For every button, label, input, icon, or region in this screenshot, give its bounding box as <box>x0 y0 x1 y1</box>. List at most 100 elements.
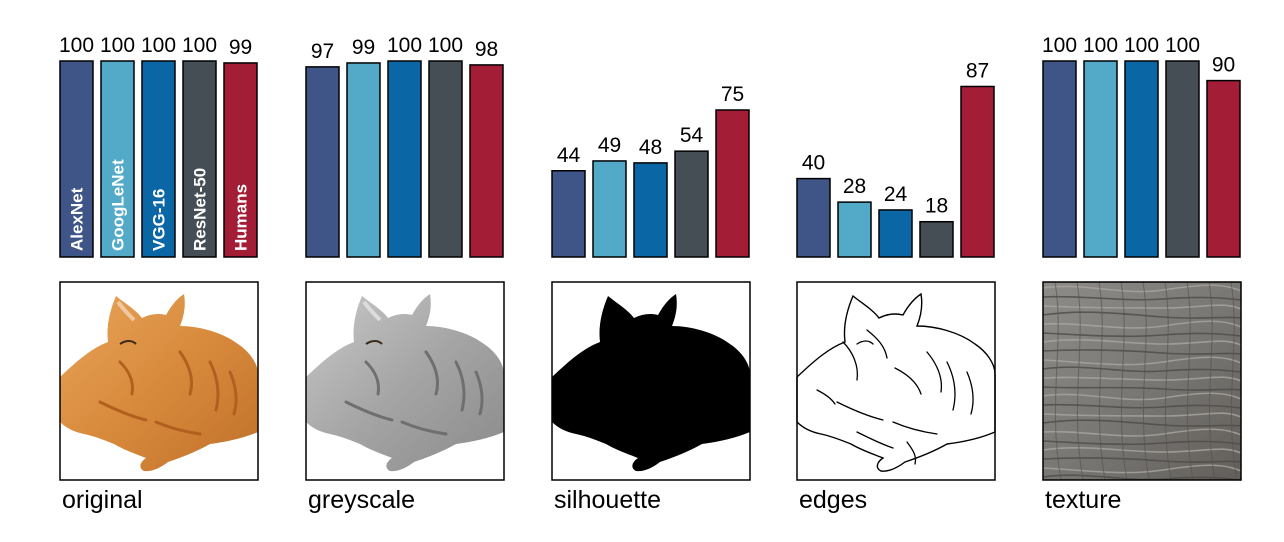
bar-original-resnet-50 <box>182 60 217 258</box>
panel-greyscale: 97 99 100 100 98 greyscale <box>305 34 505 514</box>
bar-texture-vgg-16 <box>1124 60 1159 258</box>
bar-name-googlenet: GoogLeNet <box>109 159 128 251</box>
panel-caption-original: original <box>62 486 143 514</box>
value-label-silhouette-resnet-50: 54 <box>680 124 704 147</box>
value-label-texture-googlenet: 100 <box>1083 34 1118 57</box>
edge-line <box>906 441 917 465</box>
bar-texture-googlenet <box>1083 60 1118 258</box>
panel-caption-silhouette: silhouette <box>554 486 661 514</box>
fur-stripe <box>208 360 220 412</box>
panel-original: 100 AlexNet 100 GoogLeNet 100 VGG-16 100 ResNet… <box>59 34 259 514</box>
skin-wrinkle <box>1042 457 1242 463</box>
bar-name-alexnet: AlexNet <box>68 187 87 251</box>
cat-ear <box>362 300 382 322</box>
skin-wrinkle <box>1042 332 1242 338</box>
value-label-greyscale-alexnet: 97 <box>311 40 334 63</box>
skin-wrinkle <box>1042 464 1242 474</box>
bar-texture-alexnet <box>1042 60 1077 258</box>
bar-texture-resnet-50 <box>1165 60 1200 258</box>
bar-greyscale-humans <box>469 64 504 258</box>
skin-fold <box>1076 281 1084 481</box>
value-label-original-vgg-16: 100 <box>141 34 176 57</box>
edge-line <box>856 431 894 449</box>
bar-name-vgg-16: VGG-16 <box>150 189 169 251</box>
bar-edges-googlenet <box>837 201 872 258</box>
image-cat-greyscale <box>305 281 505 481</box>
value-label-texture-vgg-16: 100 <box>1124 34 1159 57</box>
value-label-greyscale-humans: 98 <box>475 38 498 61</box>
image-frame <box>551 281 751 481</box>
edge-line <box>892 421 938 435</box>
cat-eye <box>365 340 383 345</box>
bar-greyscale-vgg-16 <box>387 60 422 258</box>
value-label-greyscale-vgg-16: 100 <box>387 34 422 57</box>
fur-stripe <box>228 370 238 416</box>
value-label-greyscale-resnet-50: 100 <box>428 34 463 57</box>
bar-silhouette-resnet-50 <box>674 150 709 258</box>
fur-stripe <box>178 350 194 396</box>
skin-wrinkle <box>1042 428 1242 437</box>
image-frame <box>59 281 259 481</box>
skin-wrinkle <box>1042 474 1242 481</box>
skin-wrinkle <box>1042 320 1242 329</box>
cat-ear <box>116 300 136 322</box>
bar-edges-humans <box>960 85 995 258</box>
skin-wrinkle <box>1042 295 1242 301</box>
bar-greyscale-alexnet <box>305 66 340 258</box>
image-frame <box>1042 281 1242 481</box>
skin-wrinkle <box>1042 412 1242 418</box>
fur-stripe <box>344 400 394 422</box>
value-label-texture-resnet-50: 100 <box>1165 34 1200 57</box>
cat-eye <box>119 340 137 345</box>
value-label-original-alexnet: 100 <box>59 34 94 57</box>
panel-texture: 100 100 100 100 90 texture <box>1042 34 1242 514</box>
bar-greyscale-googlenet <box>346 62 381 258</box>
bar-original-vgg-16 <box>141 60 176 258</box>
bar-original-alexnet <box>59 60 94 258</box>
bar-texture-humans <box>1206 79 1241 258</box>
value-label-edges-humans: 87 <box>966 59 989 82</box>
skin-wrinkle <box>1042 419 1242 427</box>
edge-line <box>894 367 922 395</box>
value-label-silhouette-humans: 75 <box>721 83 744 106</box>
skin-fold <box>1142 281 1150 481</box>
fur-stripe <box>400 420 448 436</box>
skin-fold <box>1120 281 1128 481</box>
value-label-silhouette-googlenet: 49 <box>598 134 621 157</box>
bar-silhouette-humans <box>715 109 750 258</box>
bar-name-resnet-50: ResNet-50 <box>191 168 210 251</box>
value-label-silhouette-alexnet: 44 <box>557 144 581 167</box>
skin-fold <box>1098 281 1106 481</box>
edge-line <box>966 371 974 415</box>
value-label-edges-vgg-16: 24 <box>884 183 908 206</box>
panel-edges: 40 28 24 18 87 edges <box>796 59 996 514</box>
value-label-edges-resnet-50: 18 <box>925 195 948 218</box>
skin-wrinkle <box>1042 446 1242 454</box>
bar-original-humans <box>223 62 258 258</box>
skin-fold <box>1186 281 1194 481</box>
fur-stripe <box>98 400 148 422</box>
skin-wrinkle <box>1042 338 1242 346</box>
value-label-texture-humans: 90 <box>1212 54 1235 77</box>
image-background <box>797 282 995 480</box>
value-label-texture-alexnet: 100 <box>1042 34 1077 57</box>
edge-line <box>856 340 874 345</box>
fur-stripe <box>474 370 484 416</box>
skin-wrinkle <box>1042 440 1242 446</box>
skin-fold <box>1164 281 1172 481</box>
fur-stripe <box>454 360 466 412</box>
panel-caption-texture: texture <box>1045 486 1121 514</box>
value-label-edges-alexnet: 40 <box>802 152 825 175</box>
bar-edges-resnet-50 <box>919 220 954 258</box>
skin-wrinkle <box>1042 304 1242 310</box>
bar-name-humans: Humans <box>232 184 251 251</box>
skin-fold <box>1208 281 1216 481</box>
edge-line <box>842 341 859 381</box>
skin-wrinkle <box>1042 392 1242 401</box>
skin-wrinkle <box>1042 356 1242 366</box>
value-label-greyscale-googlenet: 99 <box>352 36 375 59</box>
fur-stripe <box>424 350 440 396</box>
image-frame <box>796 281 996 481</box>
bar-silhouette-googlenet <box>592 160 627 258</box>
